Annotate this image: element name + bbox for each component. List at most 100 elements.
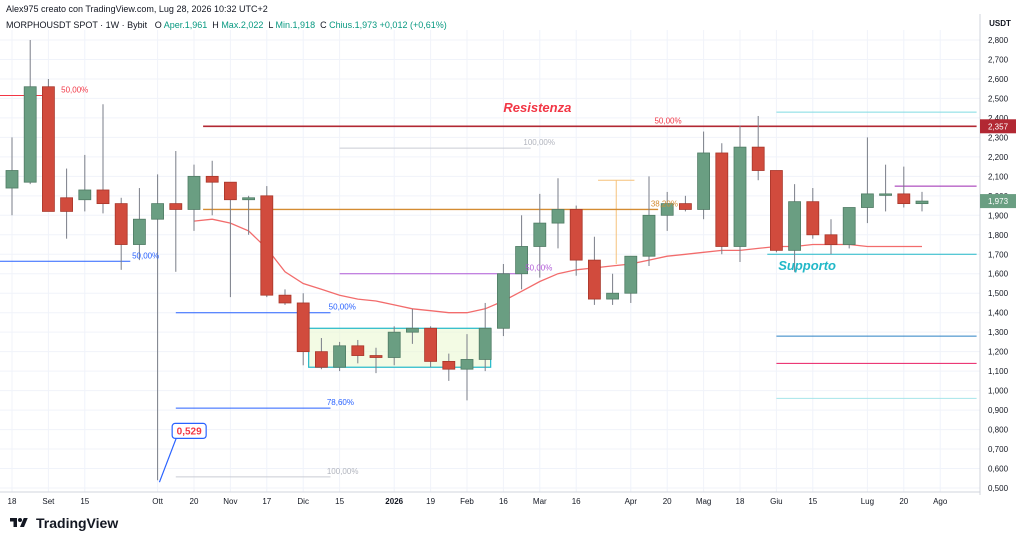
candle-21	[387, 326, 401, 366]
candle-24	[442, 353, 456, 381]
price-tick-label: 1,000	[988, 387, 1009, 396]
fib-label: 50,00%	[132, 251, 159, 260]
low-value: Min.1,918	[275, 20, 316, 30]
candle-34	[624, 255, 638, 303]
price-tick-label: 0,700	[988, 445, 1009, 454]
candle-4	[78, 154, 92, 212]
candle-body	[879, 193, 892, 196]
axis-currency-label: USDT	[989, 19, 1011, 28]
candle-body	[5, 170, 19, 189]
candle-6	[114, 197, 128, 270]
candle-19	[351, 339, 365, 364]
candle-body	[132, 218, 146, 245]
candle-36	[660, 191, 674, 231]
price-tick-label: 0,600	[988, 465, 1009, 474]
fib-label: 50,00%	[654, 116, 681, 125]
candle-body	[679, 203, 692, 210]
candle-body	[897, 193, 911, 205]
time-tick-label: 18	[736, 497, 745, 506]
drawings	[0, 95, 977, 478]
candle-7	[132, 188, 146, 261]
candle-0	[5, 137, 19, 216]
candle-14	[260, 186, 274, 298]
candle-30	[551, 178, 565, 249]
time-tick-label: 17	[262, 497, 271, 506]
candle-body	[624, 255, 638, 294]
candle-body	[114, 203, 128, 245]
fib-label: 100,00%	[523, 138, 555, 147]
candle-23	[424, 326, 438, 368]
candle-12	[223, 181, 237, 298]
candle-47	[861, 137, 874, 224]
candle-40	[733, 125, 747, 263]
high-value: Max.2,022	[221, 20, 264, 30]
time-tick-label: Ott	[152, 497, 163, 506]
price-tick-label: 1,600	[988, 270, 1009, 279]
low-price-value: 0,529	[177, 426, 202, 437]
candle-body	[278, 294, 292, 304]
fib-label: 100,00%	[327, 467, 359, 476]
candle-2	[42, 78, 55, 212]
low-price-pointer	[158, 438, 177, 483]
time-tick-label: Ago	[933, 497, 948, 506]
last-price-badge-bg	[980, 194, 1016, 209]
candle-body	[151, 203, 165, 220]
candle-9	[169, 151, 183, 272]
footer[interactable]: TradingView	[8, 515, 118, 531]
time-tick-label: Mag	[696, 497, 712, 506]
candle-10	[187, 164, 201, 231]
candle-13	[242, 195, 256, 235]
candle-body	[770, 170, 783, 251]
candle-27	[496, 264, 510, 337]
candle-body	[533, 222, 547, 247]
candle-5	[96, 104, 110, 214]
candle-35	[642, 176, 656, 266]
open-value: Aper.1,961	[163, 20, 208, 30]
time-tick-label: 2026	[385, 497, 403, 506]
price-tick-label: 0,500	[988, 484, 1009, 493]
resistance-price-badge-bg	[980, 119, 1016, 134]
candle-body	[551, 209, 565, 224]
price-tick-label: 1,500	[988, 289, 1009, 298]
price-tick-label: 2,100	[988, 172, 1009, 181]
price-tick-label: 2,200	[988, 153, 1009, 162]
time-tick-label: 20	[190, 497, 199, 506]
candle-body	[333, 345, 347, 368]
candle-25	[460, 334, 474, 401]
candle-body	[842, 207, 856, 245]
candle-body	[42, 86, 55, 212]
price-tick-label: 1,300	[988, 328, 1009, 337]
symbol-legend[interactable]: MORPHOUSDT SPOT · 1W · Bybit O Aper.1,96…	[6, 20, 447, 30]
candle-16	[296, 293, 310, 366]
candle-body	[861, 193, 874, 208]
time-tick-label: 15	[808, 497, 817, 506]
candle-43	[788, 184, 801, 272]
candle-22	[405, 308, 419, 344]
candle-body	[424, 327, 438, 362]
price-tick-label: 1,900	[988, 211, 1009, 220]
tradingview-logo-icon	[10, 518, 28, 527]
low-price-callout	[171, 422, 207, 440]
candle-body	[369, 355, 383, 358]
price-axis: USDT 2,800 2,700 2,600 2,500 2,400 2,300 2,200 2…	[0, 14, 1016, 495]
price-tick-label: 1,200	[988, 348, 1009, 357]
price-tick-label: 1,100	[988, 367, 1009, 376]
last-price-badge: 1,973	[988, 197, 1009, 206]
price-tick-label: 1,800	[988, 231, 1009, 240]
annotation-label: Resistenza	[503, 100, 571, 115]
candle-body	[442, 360, 456, 370]
time-axis: 18 Set 15 Ott 20 Nov 17 Dic 15 2026 19 Feb 16 Mar 16 Ap…	[8, 497, 948, 506]
drawing-labels: 50,00% 50,00% 100,00% 38,20% 50,00% 50,00% 50,…	[61, 86, 836, 483]
close-label: C	[320, 20, 327, 30]
candle-11	[205, 160, 219, 216]
candle-body	[642, 214, 656, 257]
fib-label: 38,20%	[651, 199, 678, 208]
price-tick-label: 2,600	[988, 75, 1009, 84]
candle-body	[715, 152, 729, 247]
candle-body	[515, 246, 528, 275]
candle-body	[314, 351, 328, 368]
candle-31	[569, 205, 583, 276]
candle-46	[842, 207, 856, 249]
candle-body	[697, 152, 710, 210]
